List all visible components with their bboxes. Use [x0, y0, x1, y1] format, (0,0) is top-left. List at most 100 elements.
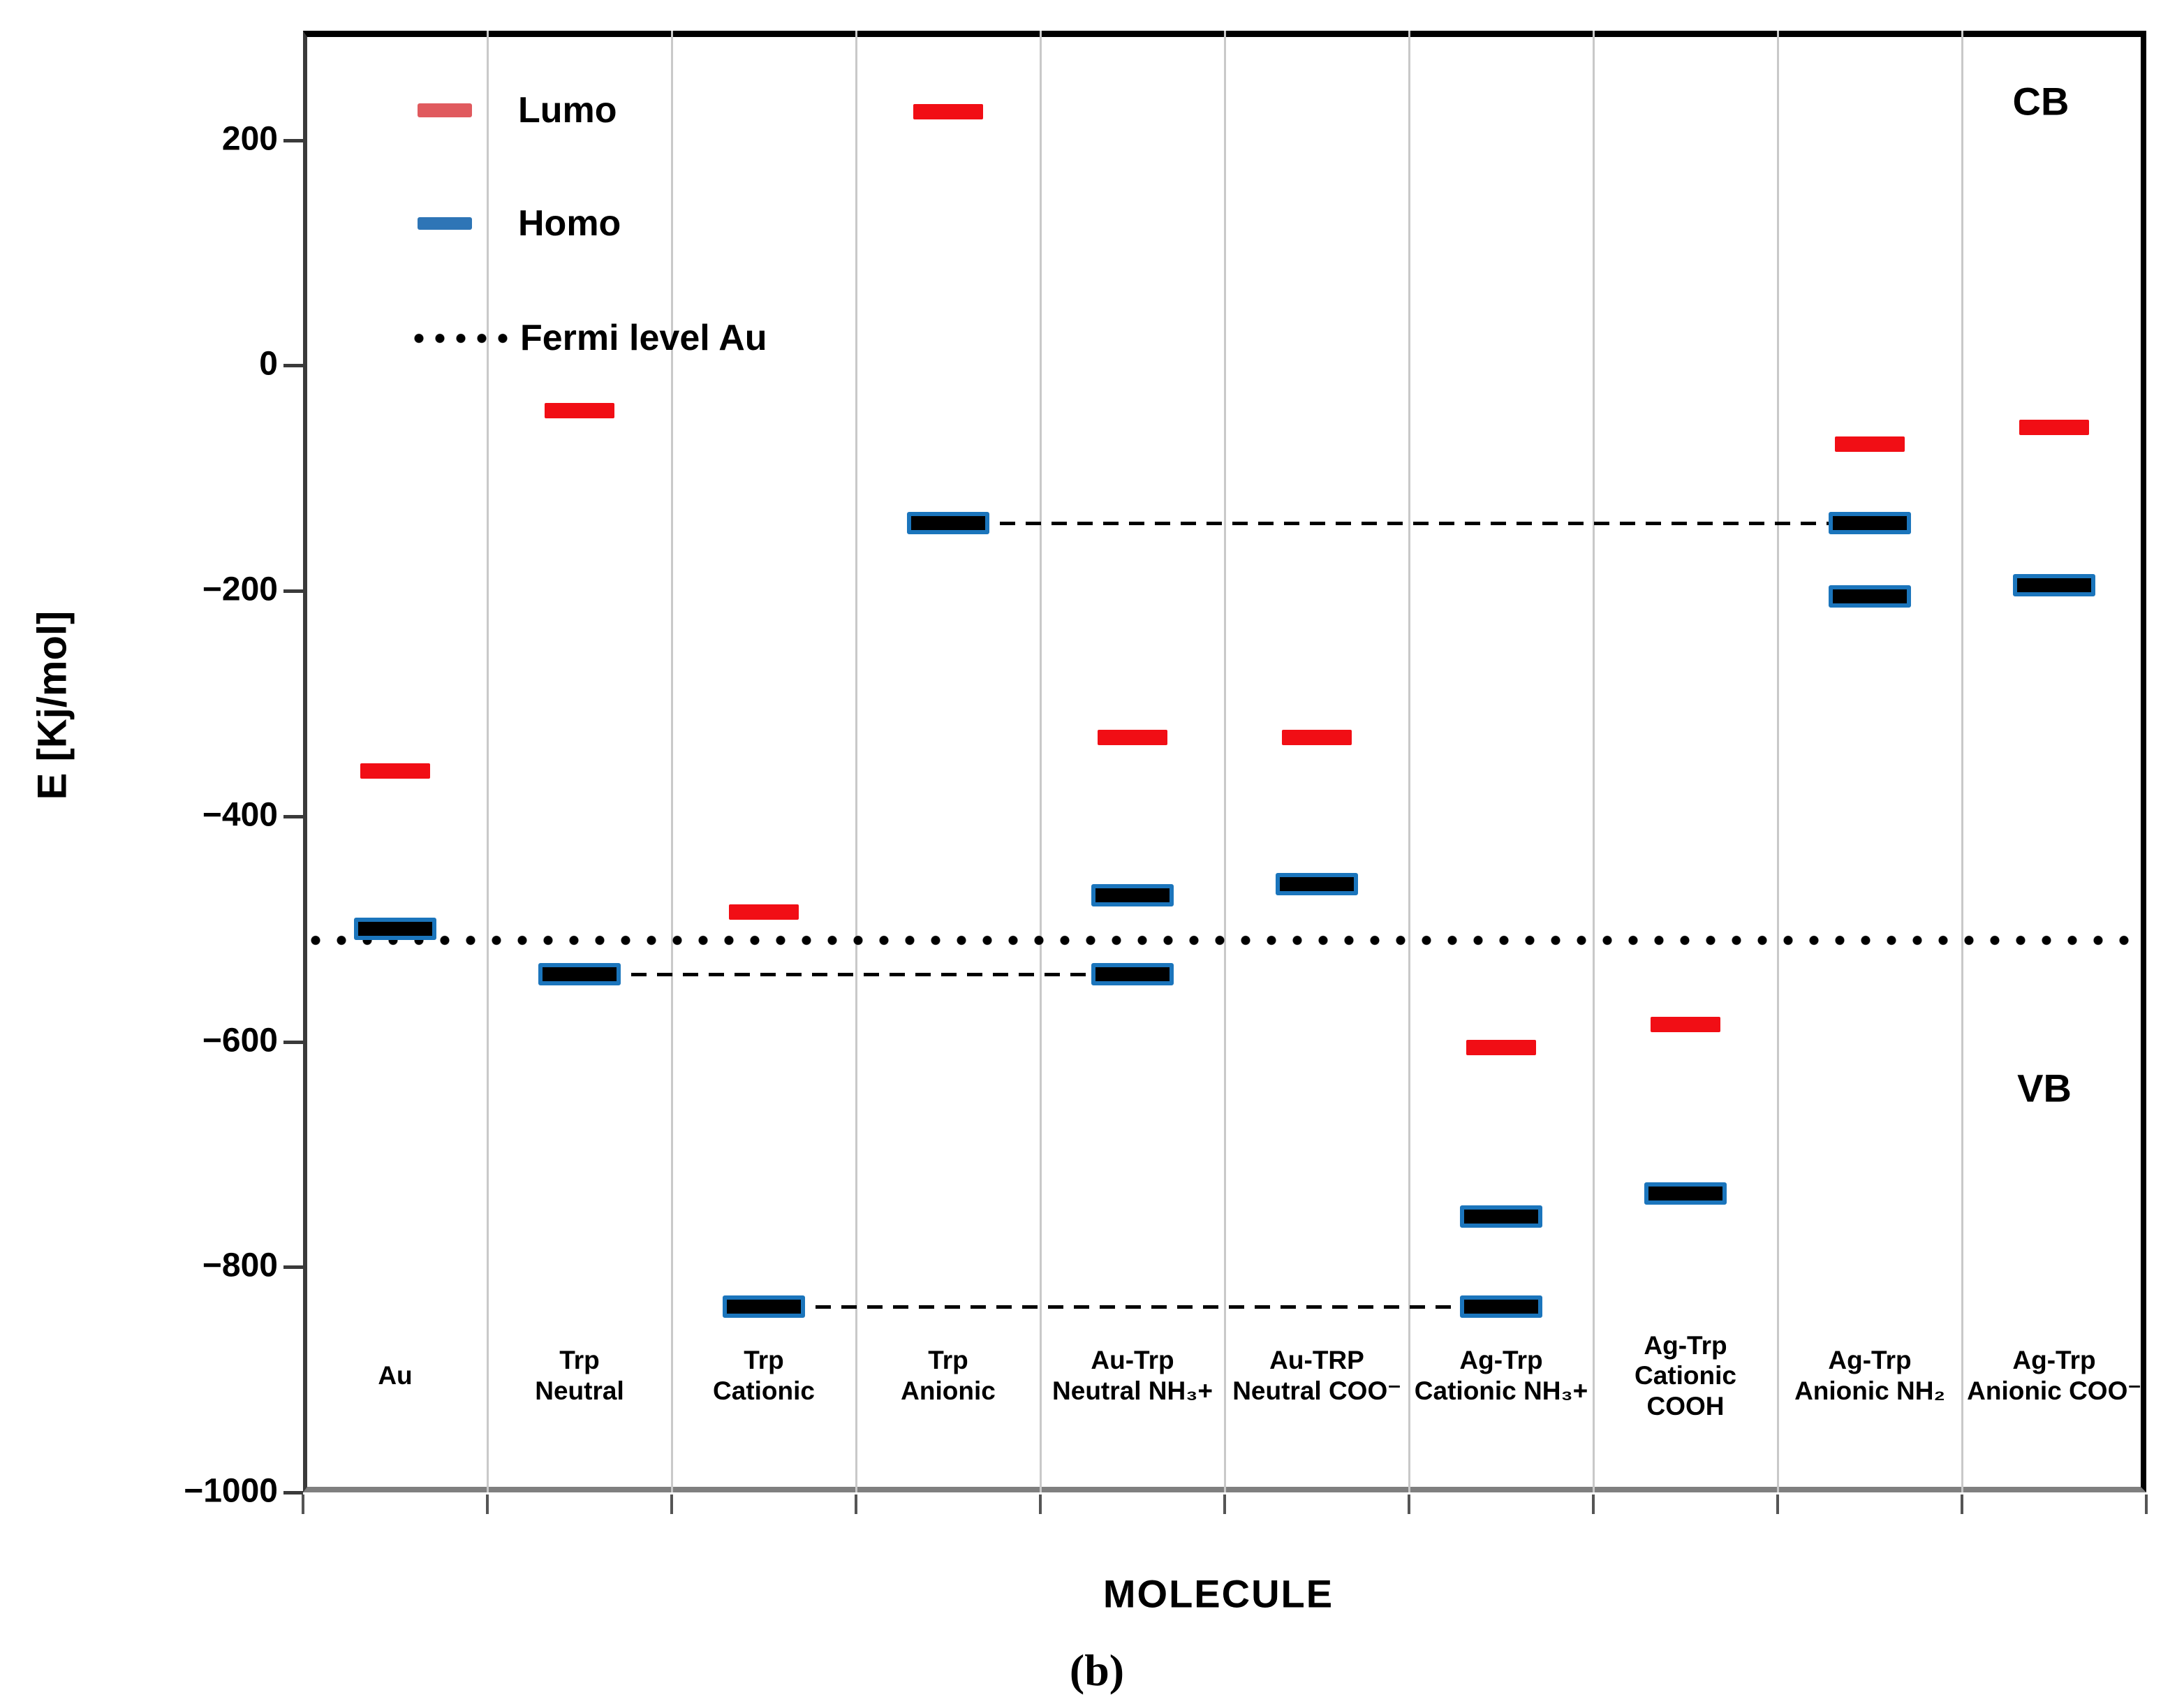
homo-level-marker — [2013, 573, 2095, 596]
lumo-level-marker — [1098, 729, 1167, 745]
homo-level-marker — [538, 962, 621, 985]
category-label-line: Neutral COO⁻ — [1232, 1376, 1401, 1405]
y-axis-tick — [283, 1040, 303, 1044]
vb-label: VB — [2017, 1066, 2072, 1110]
category-label-line: Trp — [559, 1346, 600, 1375]
category-label-line: Neutral NH₃+ — [1052, 1376, 1213, 1405]
category-label-line: Anionic NH₂ — [1794, 1376, 1945, 1405]
category-label-line: COOH — [1646, 1391, 1725, 1420]
homo-legend-marker — [418, 217, 472, 230]
y-tick-label: −600 — [202, 1021, 278, 1059]
category-label-line: Cationic NH₃+ — [1414, 1376, 1588, 1405]
category-label-line: Ag-Trp — [1459, 1346, 1543, 1375]
x-axis-tick — [1223, 1494, 1226, 1514]
legend-label-lumo: Lumo — [518, 90, 617, 131]
y-tick-label: 200 — [221, 119, 278, 157]
category-label: Au-Trp Neutral NH₃+ — [1035, 1316, 1230, 1435]
category-label-line: Neutral — [535, 1376, 624, 1405]
category-label-line: Au — [378, 1361, 413, 1390]
category-label: Ag-Trp Cationic COOH — [1588, 1316, 1783, 1435]
x-axis-tick — [2145, 1494, 2148, 1514]
category-label: Trp Anionic — [850, 1316, 1046, 1435]
lumo-level-marker — [913, 104, 983, 120]
grid-line — [1224, 31, 1226, 1492]
lumo-level-marker — [1282, 729, 1352, 745]
homo-level-marker — [1460, 1295, 1542, 1318]
x-axis-tick — [855, 1494, 857, 1514]
figure-caption: (b) — [1069, 1645, 1125, 1695]
lumo-level-marker — [729, 904, 799, 920]
category-label-line: Ag-Trp — [1828, 1346, 1912, 1375]
legend-item-lumo: Lumo — [418, 89, 617, 131]
y-tick-label: −1000 — [184, 1472, 278, 1510]
category-label: Ag-Trp Anionic COO⁻ — [1956, 1316, 2152, 1435]
y-tick-label: 0 — [259, 345, 278, 383]
y-axis-tick — [283, 138, 303, 142]
fermi-legend-marker — [411, 332, 512, 344]
homo-level-marker — [1829, 512, 1911, 535]
grid-line — [855, 31, 857, 1492]
legend-label-fermi: Fermi level Au — [520, 318, 767, 358]
category-label: Au-TRP Neutral COO⁻ — [1219, 1316, 1415, 1435]
legend-item-homo: Homo — [418, 203, 621, 244]
x-axis-title: MOLECULE — [1102, 1571, 1334, 1616]
category-label-line: Ag-Trp — [1644, 1330, 1727, 1360]
grid-line — [1593, 31, 1595, 1492]
fermi-level-line — [303, 935, 2146, 946]
grid-line — [1040, 31, 1042, 1492]
lumo-level-marker — [545, 402, 614, 418]
grid-line — [1777, 31, 1779, 1492]
x-axis-tick — [1592, 1494, 1595, 1514]
x-axis-tick — [1776, 1494, 1779, 1514]
y-axis-tick — [283, 364, 303, 368]
category-label-line: Au-Trp — [1091, 1346, 1174, 1375]
grid-line — [1408, 31, 1410, 1492]
homo-level-marker — [907, 512, 989, 535]
y-axis-tick — [283, 589, 303, 594]
x-axis-tick — [302, 1494, 304, 1514]
homo-level-marker — [1091, 962, 1174, 985]
homo-level-marker — [1091, 883, 1174, 906]
homo-level-marker — [1460, 1205, 1542, 1228]
lumo-level-marker — [360, 763, 430, 779]
legend-label-homo: Homo — [518, 203, 621, 244]
grid-line — [487, 31, 489, 1492]
category-label: Ag-Trp Cationic NH₃+ — [1403, 1316, 1599, 1435]
x-axis-tick — [670, 1494, 673, 1514]
cb-label: CB — [2012, 79, 2069, 124]
category-label-line: Anionic COO⁻ — [1967, 1376, 2141, 1405]
y-tick-label: −800 — [202, 1247, 278, 1284]
category-label: Ag-Trp Anionic NH₂ — [1772, 1316, 1968, 1435]
category-label: Trp Cationic — [666, 1316, 862, 1435]
category-label-line: Trp — [744, 1346, 784, 1375]
homo-level-marker — [354, 918, 436, 941]
connector-line — [948, 522, 1870, 526]
category-label-line: Anionic — [901, 1376, 996, 1405]
category-label: Trp Neutral — [482, 1316, 677, 1435]
homo-level-marker — [1644, 1182, 1727, 1205]
homo-level-marker — [723, 1295, 805, 1318]
grid-line — [671, 31, 673, 1492]
homo-level-marker — [1276, 872, 1358, 895]
y-axis-tick — [283, 814, 303, 818]
category-label-line: Au-TRP — [1269, 1346, 1364, 1375]
lumo-level-marker — [1835, 436, 1905, 453]
x-axis-tick — [1039, 1494, 1042, 1514]
x-axis-tick — [1961, 1494, 1963, 1514]
lumo-level-marker — [1651, 1017, 1720, 1033]
category-label-line: Cationic — [713, 1376, 815, 1405]
category-label-line: Cationic — [1635, 1361, 1736, 1390]
x-axis-tick — [486, 1494, 489, 1514]
connector-line — [580, 972, 1132, 976]
category-label: Au — [297, 1316, 493, 1435]
y-tick-label: −200 — [202, 571, 278, 608]
lumo-legend-marker — [418, 103, 472, 117]
connector-line — [764, 1305, 1501, 1309]
y-tick-label: −400 — [202, 796, 278, 834]
y-axis-title: E [Kj/mol] — [29, 610, 75, 800]
grid-line — [1961, 31, 1963, 1492]
y-axis-tick — [283, 1491, 303, 1494]
category-label-line: Trp — [928, 1346, 968, 1375]
lumo-level-marker — [2019, 420, 2089, 436]
